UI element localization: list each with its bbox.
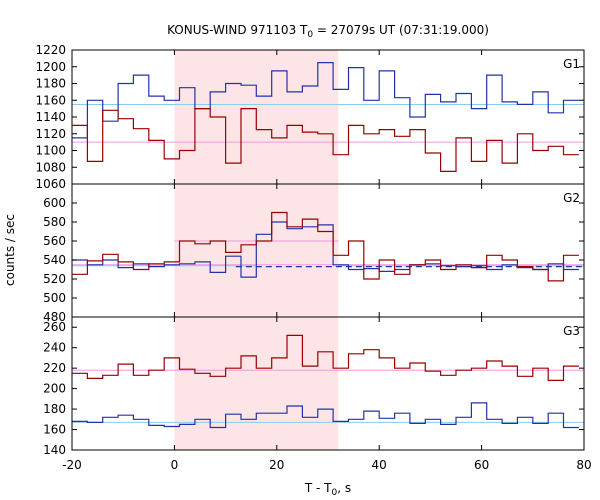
y-axis-label: counts / sec [3,214,17,286]
x-tick-label: 80 [576,458,591,472]
x-tick-label: 40 [372,458,387,472]
panel-g1-label: G1 [563,57,580,71]
panel-g2-y-tick-label: 560 [43,234,66,248]
panel-g3-y-tick-label: 260 [43,320,66,334]
panel-g2-y-tick-label: 580 [43,215,66,229]
panel-g1-y-tick-label: 1140 [35,110,66,124]
panel-g3-y-tick-label: 220 [43,361,66,375]
panel-g1-y-tick-label: 1180 [35,77,66,91]
panel-g1-y-tick-label: 1200 [35,60,66,74]
panel-g1-y-tick-label: 1220 [35,43,66,57]
panel-g2-y-tick-label: 600 [43,196,66,210]
chart-title: KONUS-WIND 971103 T0 = 27079s UT (07:31:… [167,23,489,40]
panel-g2-y-tick-label: 480 [43,310,66,324]
panel-g2-series-red [72,211,579,282]
panel-g3-frame [71,316,585,451]
panel-g1-series-red [72,108,579,172]
panel-g3-y-tick-label: 200 [43,382,66,396]
panel-g3-y-tick-label: 180 [43,402,66,416]
x-tick-label: -20 [62,458,82,472]
panel-g3-y-tick-label: 140 [43,443,66,457]
panel-g1-y-tick-label: 1080 [35,160,66,174]
x-tick-label: 0 [171,458,179,472]
panel-g2-y-tick-label: 520 [43,272,66,286]
panel-g3-label: G3 [563,324,580,338]
panel-g2-label: G2 [563,191,580,205]
panel-g1-y-tick-label: 1120 [35,127,66,141]
panel-g2-series-blue [72,221,579,278]
panel-g3-series-blue [72,402,579,429]
x-tick-label: 20 [269,458,284,472]
panel-g1-series-blue [72,62,579,139]
panel-g2-y-tick-label: 540 [43,253,66,267]
panel-g3-series-red [72,334,579,381]
x-tick-label: 60 [474,458,489,472]
panel-g1-y-tick-label: 1160 [35,93,66,107]
panel-g1-y-tick-label: 1100 [35,144,66,158]
panel-g3-y-tick-label: 240 [43,341,66,355]
panel-g1-y-tick-label: 1060 [35,177,66,191]
x-axis-label: T - T0, s [304,481,351,498]
panel-g3-y-tick-label: 160 [43,423,66,437]
panel-g2-y-tick-label: 500 [43,291,66,305]
